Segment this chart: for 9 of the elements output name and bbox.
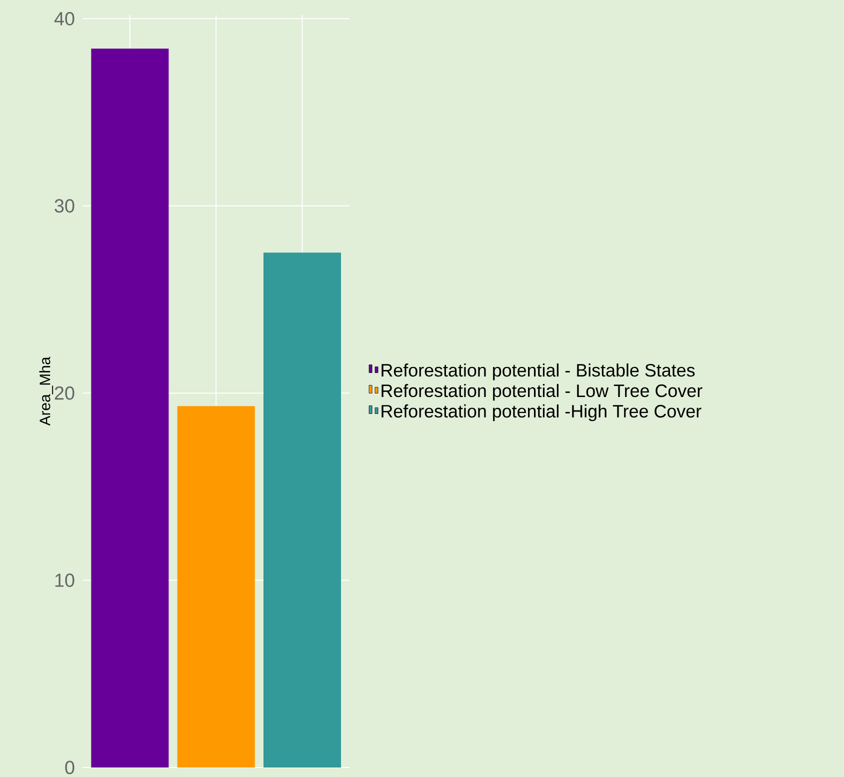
- y-tick-label: 0: [65, 760, 74, 774]
- legend-label: Reforestation potential -High Tree Cover: [382, 404, 702, 421]
- legend-label: Reforestation potential - Low Tree Cover: [382, 384, 702, 400]
- y-tick-label: 30: [54, 198, 74, 212]
- y-tick-label: 40: [54, 12, 74, 26]
- y-axis-title: Area_Mha: [39, 356, 54, 426]
- y-tick-label: 20: [54, 386, 74, 400]
- y-tick-label: 10: [55, 573, 74, 587]
- legend-label: Reforestation potential - Bistable States: [382, 363, 695, 380]
